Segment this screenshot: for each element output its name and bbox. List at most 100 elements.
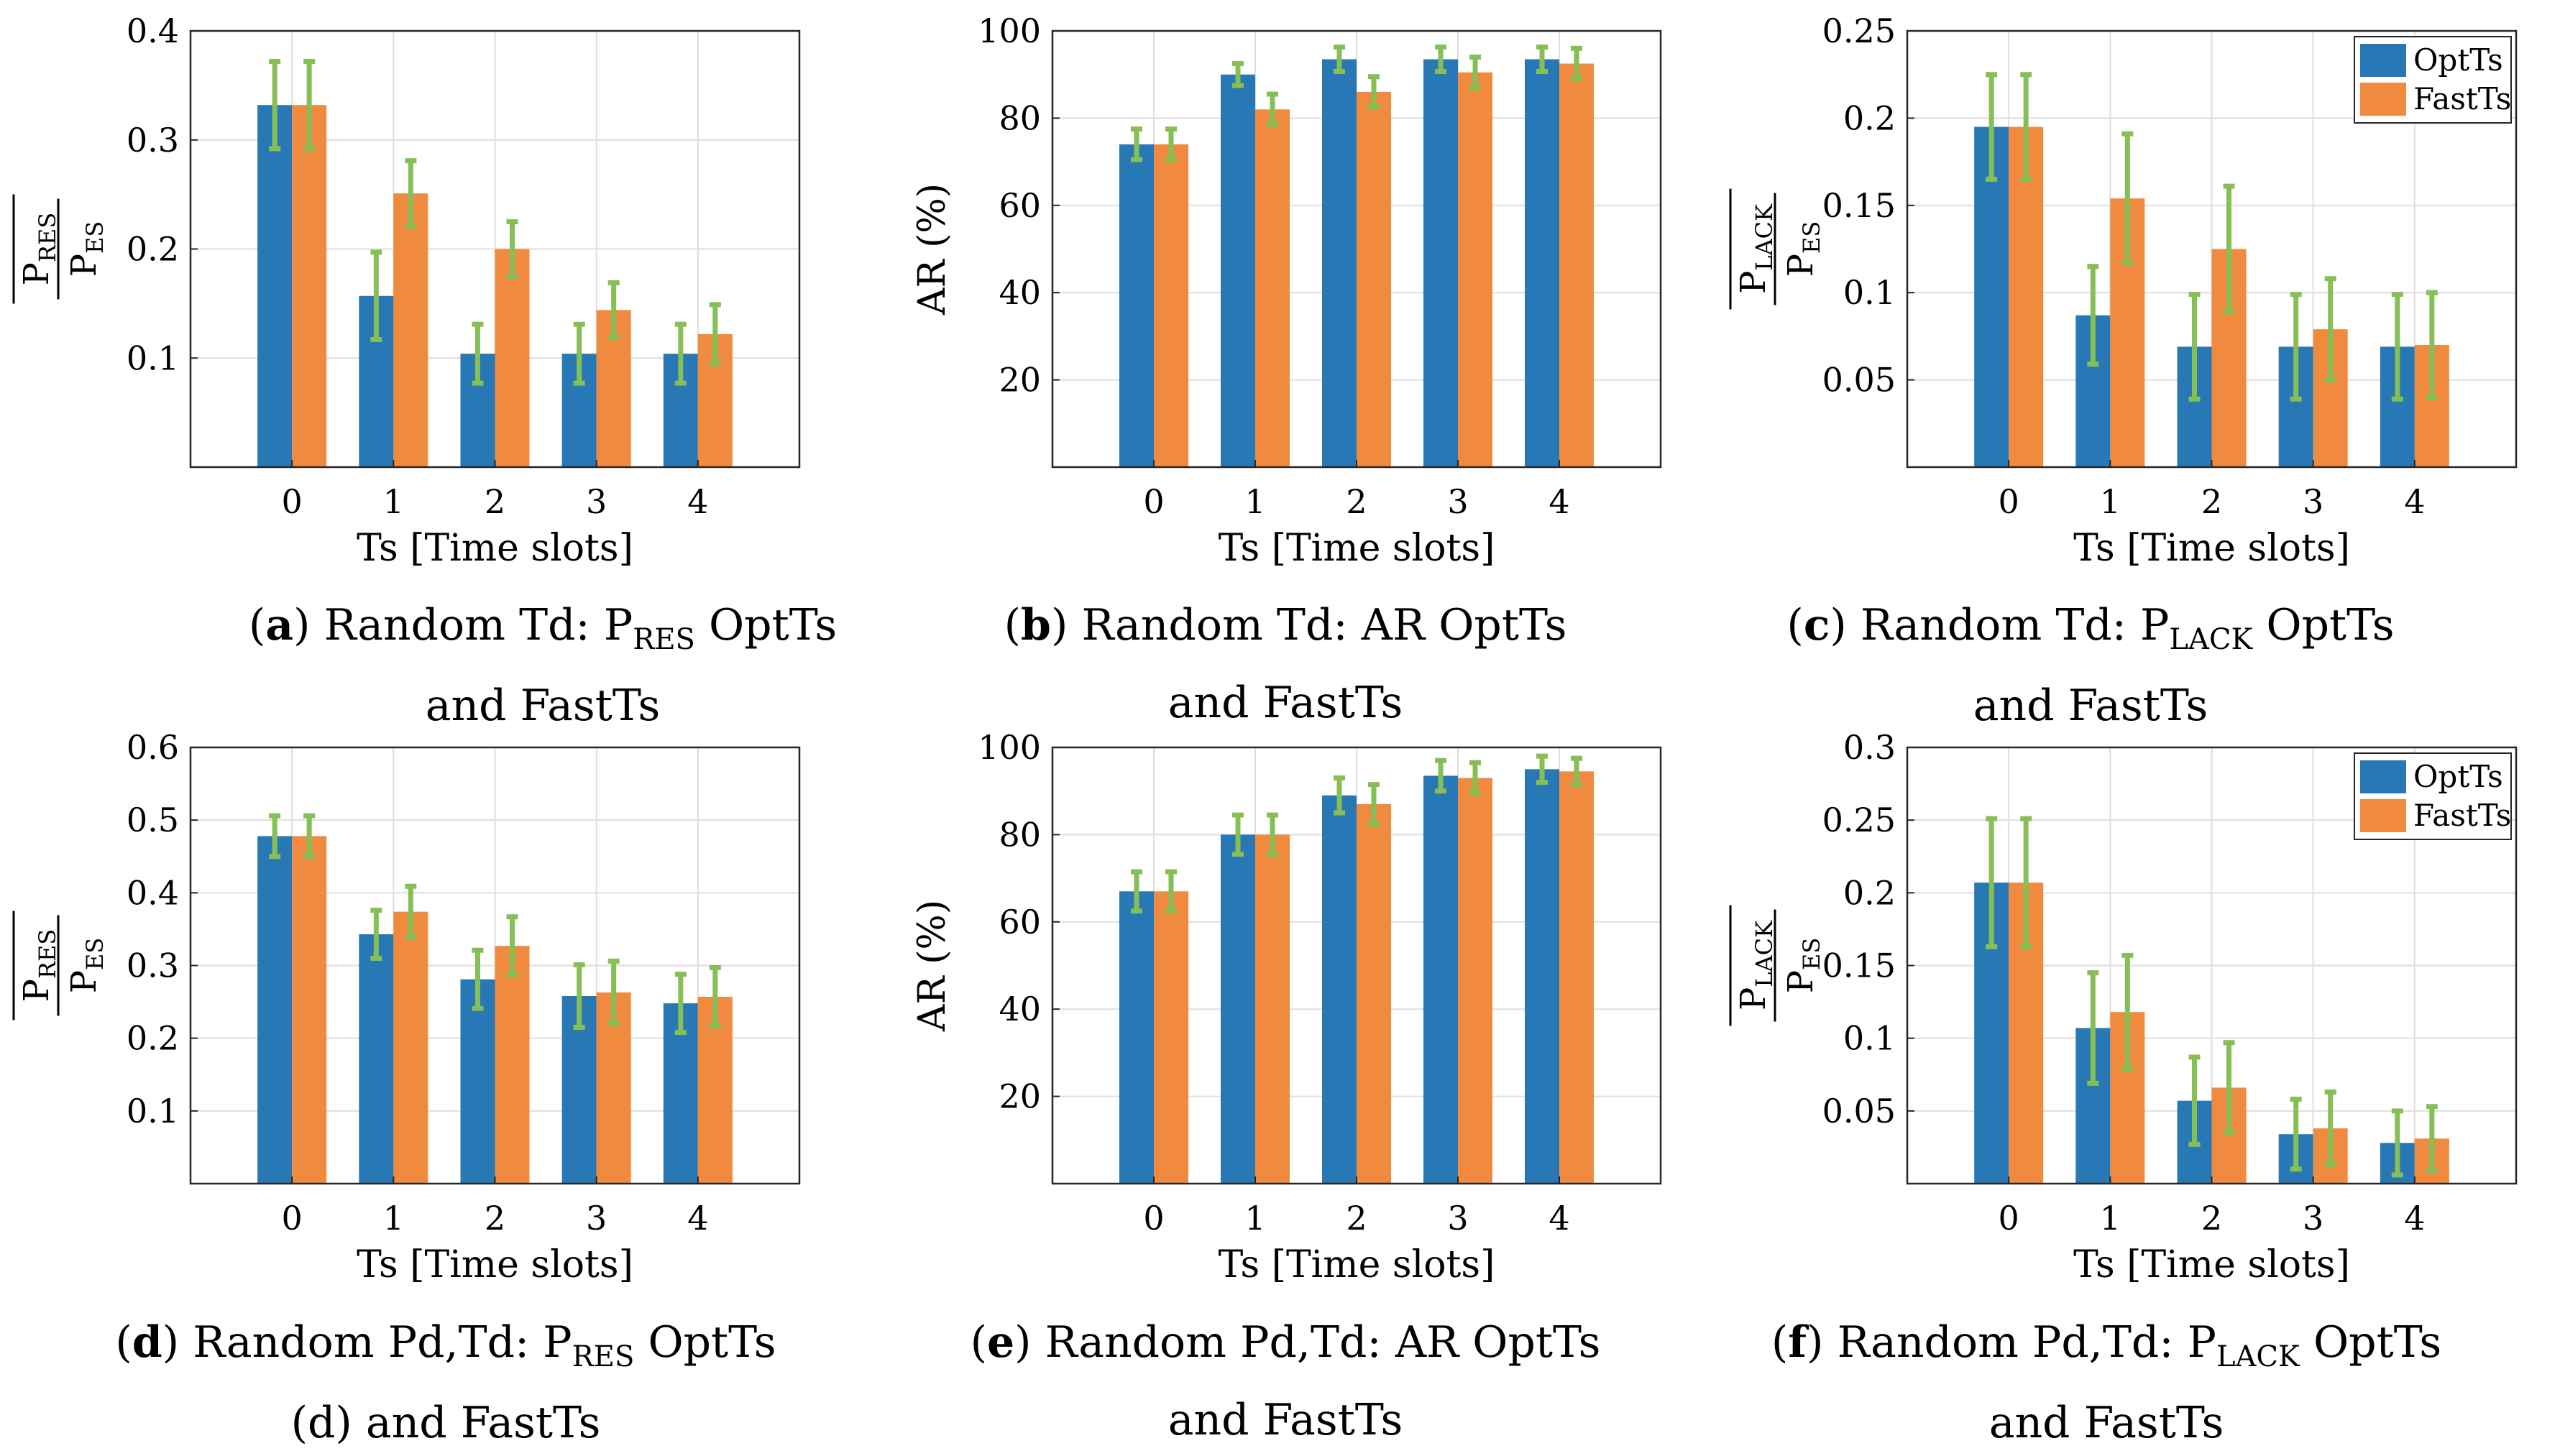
- bar-optts: [1322, 59, 1357, 467]
- y-label-numerator: PLACK: [1733, 920, 1778, 1010]
- x-tick-label: 1: [383, 1199, 404, 1238]
- x-tick-label: 3: [1447, 482, 1468, 521]
- x-tick-label: 4: [687, 1199, 708, 1238]
- y-tick-label: 40: [999, 273, 1041, 312]
- caption-b: (b) Random Td: AR OptTs and FastTs: [1004, 600, 1567, 728]
- y-tick-label: 100: [978, 11, 1041, 50]
- caption-e: (e) Random Pd,Td: AR OptTs and FastTs: [970, 1317, 1601, 1445]
- y-label-numerator: PRES: [17, 213, 61, 286]
- bar-optts: [359, 934, 394, 1184]
- bar-fastts: [495, 249, 530, 467]
- y-axis-label: AR (%): [911, 183, 954, 315]
- y-tick-label: 0.4: [127, 11, 179, 50]
- y-label-denominator: PES: [64, 938, 109, 994]
- y-tick-label: 0.3: [127, 946, 179, 985]
- axes-frame: [189, 746, 801, 1185]
- bar-optts: [1423, 775, 1458, 1184]
- x-tick-label: 2: [485, 1199, 505, 1238]
- x-tick-label: 1: [1244, 482, 1265, 521]
- y-tick-label: 0.1: [127, 338, 179, 377]
- y-tick-label: 0.3: [127, 121, 179, 160]
- x-tick-label: 3: [586, 1199, 607, 1238]
- x-tick-label: 4: [1549, 482, 1569, 521]
- bar-optts: [1119, 144, 1154, 467]
- x-tick-label: 3: [2303, 1199, 2323, 1238]
- caption-d: (d) Random Pd,Td: PRES OptTs (d) and Fas…: [115, 1317, 776, 1448]
- y-tick-label: 0.25: [1822, 11, 1896, 50]
- bar-fastts: [393, 911, 428, 1184]
- axes-frame: [1906, 29, 2518, 469]
- bar-fastts: [292, 836, 327, 1184]
- caption-c: (c) Random Td: PLACK OptTs and FastTs: [1786, 600, 2395, 731]
- x-axis-label: Ts [Time slots]: [2073, 1243, 2350, 1286]
- x-tick-label: 2: [2201, 482, 2222, 521]
- x-tick-label: 3: [2303, 482, 2323, 521]
- y-label-numerator: PLACK: [1733, 203, 1778, 294]
- legend-swatch-optts: [2360, 760, 2406, 793]
- y-tick-label: 0.2: [127, 230, 179, 269]
- bar-optts: [1525, 59, 1559, 467]
- bar-optts: [1423, 59, 1458, 467]
- x-tick-label: 2: [485, 482, 505, 521]
- y-tick-label: 0.15: [1822, 186, 1896, 225]
- x-tick-label: 1: [383, 482, 404, 521]
- y-tick-label: 0.1: [1843, 1019, 1896, 1058]
- bar-optts: [257, 105, 293, 467]
- x-tick-label: 0: [1143, 482, 1164, 521]
- axes-frame: [1051, 746, 1662, 1185]
- x-axis-label: Ts [Time slots]: [1219, 527, 1495, 570]
- bar-optts: [1322, 795, 1357, 1184]
- bar-optts: [1119, 891, 1154, 1184]
- x-tick-label: 3: [1447, 1199, 1468, 1238]
- bar-fastts: [1559, 771, 1594, 1184]
- y-label-denominator: PES: [1781, 221, 1825, 277]
- y-tick-label: 0.05: [1822, 361, 1896, 400]
- bar-optts: [1974, 126, 2009, 468]
- axes-frame: [1051, 29, 1662, 469]
- x-tick-label: 0: [1999, 482, 2019, 521]
- x-tick-label: 1: [2100, 1199, 2121, 1238]
- y-axis-label: AR (%): [911, 900, 954, 1032]
- y-axis-label: PLACK PES: [1729, 905, 1825, 1026]
- bar-fastts: [1458, 72, 1492, 468]
- bar-fastts: [1255, 834, 1290, 1184]
- bar-fastts: [1357, 91, 1391, 468]
- y-tick-label: 20: [999, 1077, 1041, 1116]
- bar-optts: [1525, 769, 1559, 1184]
- x-tick-label: 0: [282, 1199, 303, 1238]
- y-tick-label: 0.25: [1822, 801, 1896, 839]
- y-tick-label: 100: [978, 728, 1041, 767]
- y-tick-label: 0.05: [1822, 1092, 1896, 1130]
- legend-swatch-optts: [2360, 44, 2406, 77]
- legend-label-fastts: FastTs: [2413, 81, 2511, 116]
- y-tick-label: 0.2: [1843, 98, 1896, 137]
- x-tick-label: 4: [1549, 1199, 1569, 1238]
- bar-optts: [460, 979, 495, 1184]
- bar-fastts: [1559, 63, 1594, 467]
- axes-frame: [1906, 746, 2518, 1185]
- x-tick-label: 2: [1346, 482, 1367, 521]
- y-label-denominator: PES: [1781, 938, 1825, 994]
- x-axis-label: Ts [Time slots]: [1219, 1243, 1495, 1286]
- x-tick-label: 0: [1999, 1199, 2019, 1238]
- y-tick-label: 60: [999, 186, 1041, 225]
- bar-optts: [1221, 834, 1255, 1184]
- legend-label-optts: OptTs: [2413, 759, 2503, 794]
- x-tick-label: 4: [2404, 482, 2425, 521]
- legend-swatch-fastts: [2360, 83, 2406, 116]
- legend-swatch-fastts: [2360, 799, 2406, 832]
- legend-label-fastts: FastTs: [2413, 798, 2511, 833]
- y-label-numerator: PRES: [17, 929, 61, 1003]
- x-tick-label: 4: [687, 482, 708, 521]
- x-axis-label: Ts [Time slots]: [2073, 527, 2350, 570]
- bar-fastts: [1154, 891, 1188, 1184]
- x-tick-label: 2: [2201, 1199, 2222, 1238]
- bar-fastts: [393, 193, 428, 467]
- x-tick-label: 4: [2404, 1199, 2425, 1238]
- y-tick-label: 20: [999, 361, 1041, 400]
- y-tick-label: 40: [999, 990, 1041, 1028]
- legend-label-optts: OptTs: [2413, 42, 2503, 78]
- y-tick-label: 0.6: [127, 728, 179, 767]
